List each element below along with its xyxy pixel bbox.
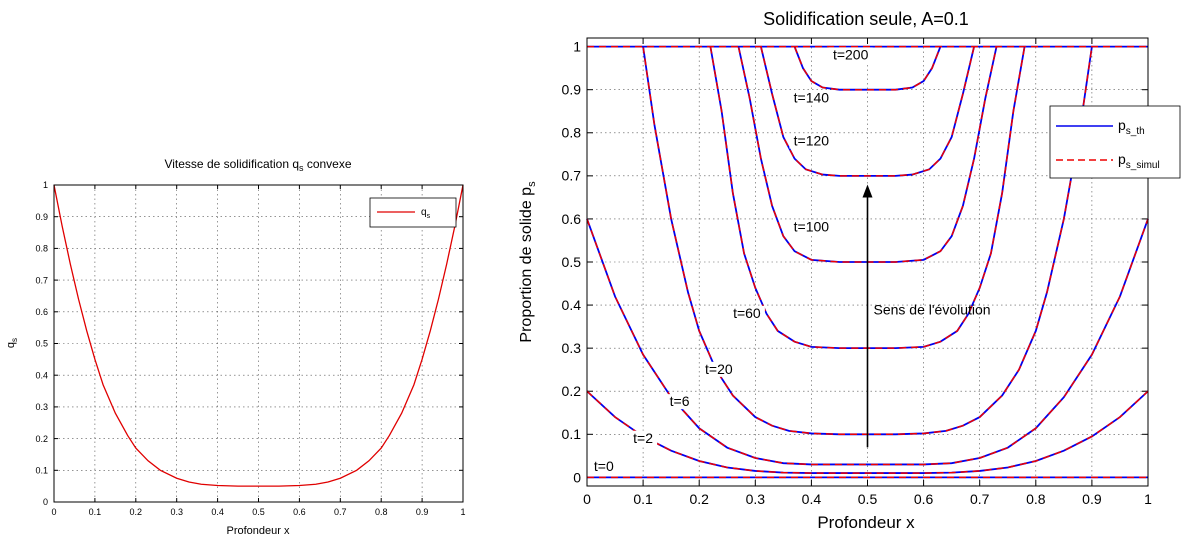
y-tick-label: 0.3 [35, 402, 48, 412]
y-tick-label: 0.7 [562, 168, 582, 184]
curve-label: t=100 [794, 219, 830, 235]
x-tick-label: 1 [460, 507, 465, 517]
x-tick-label: 0.7 [970, 491, 990, 507]
y-tick-label: 0.9 [562, 82, 582, 98]
curve-label: t=120 [794, 133, 830, 149]
left-chart-title: Vitesse de solidification qs convexe [164, 157, 351, 173]
y-tick-label: 0.2 [35, 434, 48, 444]
curve-label: t=140 [794, 89, 830, 105]
y-tick-label: 0.8 [562, 125, 582, 141]
right-chart-title: Solidification seule, A=0.1 [763, 9, 969, 29]
y-tick-label: 0.1 [562, 426, 582, 442]
x-tick-label: 0.2 [689, 491, 709, 507]
y-tick-label: 0.5 [35, 339, 48, 349]
curve-label: t=60 [733, 305, 761, 321]
evolution-label: Sens de l'évolution [874, 301, 991, 317]
y-tick-label: 0.3 [562, 340, 582, 356]
y-tick-label: 0.6 [35, 307, 48, 317]
x-tick-label: 0.7 [334, 507, 347, 517]
left-y-axis-label: qs [5, 338, 19, 348]
y-tick-label: 0.4 [35, 370, 48, 380]
y-tick-label: 0.9 [35, 212, 48, 222]
x-tick-label: 1 [1144, 491, 1152, 507]
y-tick-label: 1 [43, 180, 48, 190]
right-legend: ps_th ps_simul [1050, 106, 1180, 178]
x-tick-label: 0.1 [89, 507, 102, 517]
y-tick-label: 0.8 [35, 244, 48, 254]
x-tick-label: 0.5 [252, 507, 265, 517]
y-tick-label: 0.1 [35, 465, 48, 475]
y-tick-label: 0 [43, 497, 48, 507]
x-tick-label: 0.3 [170, 507, 183, 517]
y-tick-label: 0.4 [562, 297, 582, 313]
curve-label: t=200 [833, 46, 869, 62]
x-tick-label: 0.8 [375, 507, 388, 517]
x-tick-label: 0.6 [293, 507, 306, 517]
x-tick-label: 0.8 [1026, 491, 1046, 507]
x-tick-label: 0.4 [211, 507, 224, 517]
left-legend: qs [370, 198, 456, 227]
x-tick-label: 0.9 [416, 507, 429, 517]
x-tick-label: 0 [583, 491, 591, 507]
curve-label: t=6 [670, 393, 690, 409]
right-chart: 0 0.1 0.2 0.3 0.4 0.5 0.6 0.7 0.8 0.9 1 0 0.1 0.2 0.3 0… [518, 9, 1180, 532]
right-x-axis-label: Profondeur x [817, 513, 915, 532]
y-tick-label: 0 [573, 469, 581, 485]
x-tick-label: 0.2 [130, 507, 143, 517]
y-tick-label: 1 [573, 39, 581, 55]
y-tick-label: 0.7 [35, 275, 48, 285]
right-legend-box [1050, 106, 1180, 178]
x-tick-label: 0 [51, 507, 56, 517]
curve-label: t=0 [594, 458, 614, 474]
x-tick-label: 0.4 [802, 491, 822, 507]
x-tick-label: 0.1 [633, 491, 653, 507]
curve-label: t=20 [705, 361, 733, 377]
left-x-axis-label: Profondeur x [227, 525, 290, 537]
x-tick-label: 0.9 [1082, 491, 1102, 507]
y-tick-label: 0.2 [562, 383, 582, 399]
x-tick-label: 0.5 [858, 491, 878, 507]
x-tick-label: 0.6 [914, 491, 934, 507]
y-tick-label: 0.6 [562, 211, 582, 227]
curve-label: t=2 [633, 430, 653, 446]
y-tick-label: 0.5 [562, 254, 582, 270]
right-y-axis-label: Proportion de solide ps [518, 181, 538, 343]
x-tick-label: 0.3 [746, 491, 766, 507]
left-chart: 0 0.1 0.2 0.3 0.4 0.5 0.6 0.7 0.8 0.9 1 0 0.1 0.2 0.3 0… [5, 157, 466, 537]
